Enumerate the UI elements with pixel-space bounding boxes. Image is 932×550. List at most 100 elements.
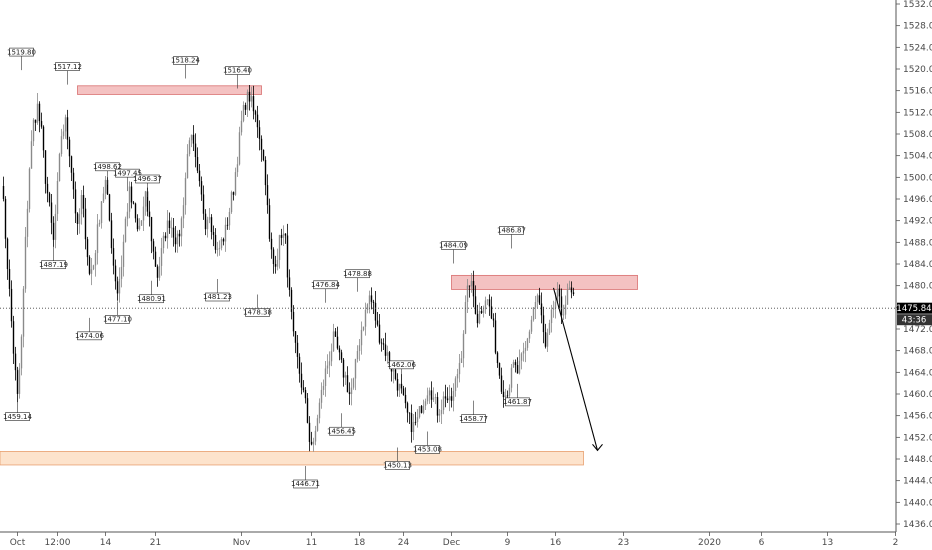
candle-body xyxy=(554,302,557,309)
candle xyxy=(240,110,243,136)
candle xyxy=(278,234,281,269)
candle xyxy=(488,294,491,316)
candle xyxy=(494,312,497,355)
callout-box xyxy=(245,308,270,317)
candle xyxy=(436,392,439,423)
price-callout: 1459.14 xyxy=(3,398,33,421)
candle-body xyxy=(392,369,395,372)
candle-body xyxy=(486,299,489,301)
candle xyxy=(268,198,271,242)
price-callout: 1497.45 xyxy=(113,168,142,192)
candle xyxy=(94,249,97,277)
candle-body xyxy=(320,389,323,403)
candle-body xyxy=(228,212,231,226)
candle xyxy=(434,393,437,405)
zone-resistance-top[interactable] xyxy=(77,85,262,95)
candle xyxy=(528,329,531,343)
candle xyxy=(76,212,79,235)
candle-body xyxy=(460,358,463,363)
candle-body xyxy=(278,235,281,260)
candle xyxy=(114,259,117,290)
candle xyxy=(552,300,555,318)
candle-body xyxy=(548,323,551,334)
candle xyxy=(144,190,147,216)
candle xyxy=(270,232,273,259)
candle xyxy=(26,200,29,248)
candle-body xyxy=(482,309,485,314)
candle-body xyxy=(354,359,357,379)
candle xyxy=(482,305,485,318)
candle-body xyxy=(484,300,487,310)
candle xyxy=(18,363,21,399)
candle-body xyxy=(52,222,55,240)
candle xyxy=(364,302,367,336)
time-axis[interactable]: Oct 12:00 14 21 Nov 11 18 24 Dec 9 16 23 2020 6 13 2 xyxy=(10,532,899,548)
price-axis[interactable]: 1532.00 1528.00 1524.00 1520.00 1516.00 1512.… xyxy=(896,0,932,530)
candle-body xyxy=(242,105,245,121)
candle-body xyxy=(566,289,569,305)
candles-layer xyxy=(2,84,575,452)
callout-box xyxy=(461,414,486,423)
candle-body xyxy=(184,178,187,206)
candle-body xyxy=(48,193,51,203)
candle xyxy=(302,380,305,393)
candle xyxy=(70,155,73,181)
candle-body xyxy=(558,288,561,297)
callout-value: 1476.84 xyxy=(311,281,340,289)
candle xyxy=(288,269,291,297)
candle xyxy=(156,264,159,287)
candle xyxy=(334,328,337,338)
candle-body xyxy=(274,264,277,267)
candle-body xyxy=(108,194,111,221)
candle-body xyxy=(8,269,11,289)
x-tick-label: 2 xyxy=(893,538,899,548)
y-tick-label: 1480.00 xyxy=(903,282,932,292)
candle-body xyxy=(132,202,135,204)
candle xyxy=(2,176,5,202)
candle-body xyxy=(190,134,193,141)
candle xyxy=(472,270,475,308)
bar-countdown: 43:36 xyxy=(902,316,927,326)
candle-body xyxy=(22,288,25,337)
candle xyxy=(514,359,517,373)
candle xyxy=(458,354,461,383)
candle-body xyxy=(44,150,47,184)
candle-body xyxy=(366,304,369,310)
candle-body xyxy=(12,321,15,354)
candle-body xyxy=(450,396,453,401)
candle-body xyxy=(246,91,249,110)
candle-body xyxy=(66,117,69,140)
candle xyxy=(510,364,513,393)
zone-support-bottom[interactable] xyxy=(0,451,584,466)
candle xyxy=(10,280,13,328)
callout-box xyxy=(293,479,318,489)
candle-body xyxy=(472,280,475,297)
candle-body xyxy=(286,235,289,278)
candle xyxy=(92,264,95,271)
candle xyxy=(226,217,229,230)
candle xyxy=(386,345,389,364)
candle xyxy=(142,196,145,231)
candle-body xyxy=(214,234,217,250)
candle xyxy=(172,218,175,247)
candle xyxy=(282,225,285,247)
callout-box xyxy=(441,241,466,250)
candle xyxy=(218,240,221,256)
candle xyxy=(402,385,405,396)
candle xyxy=(412,413,415,441)
candle-body xyxy=(164,235,167,239)
candle xyxy=(244,102,247,116)
zone-resistance-recent[interactable] xyxy=(451,274,638,290)
candle xyxy=(284,233,287,244)
candle xyxy=(346,366,349,393)
candle xyxy=(498,362,501,379)
callout-value: 1496.37 xyxy=(133,175,162,183)
candle xyxy=(516,357,519,374)
candle xyxy=(108,193,111,222)
candle xyxy=(418,406,421,419)
candle-body xyxy=(270,238,273,250)
candle-body xyxy=(440,409,443,414)
candle xyxy=(500,367,503,394)
